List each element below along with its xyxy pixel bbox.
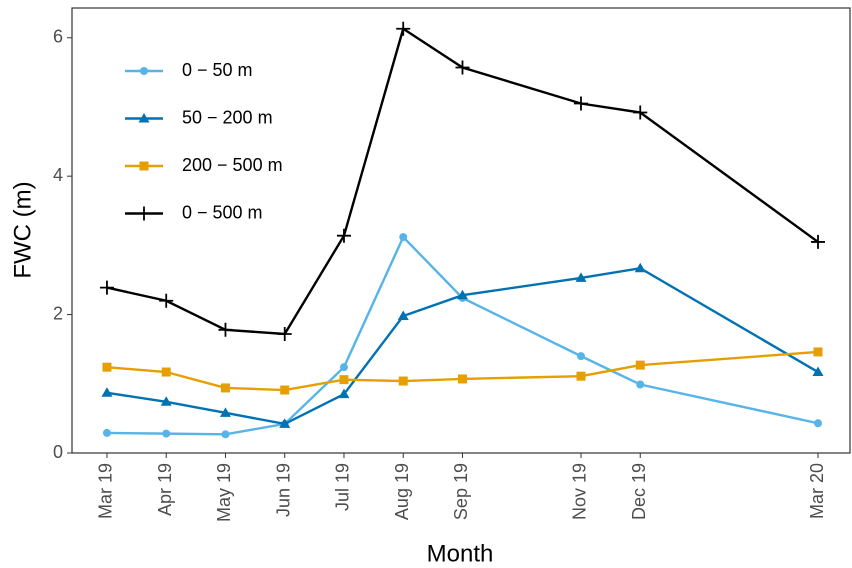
point [811,234,826,249]
point [101,387,113,397]
point [633,105,648,120]
y-tick-label: 0 [53,442,63,462]
x-tick-label: Nov 19 [570,463,590,520]
point [137,206,151,221]
point [398,376,408,386]
x-tick-label: Apr 19 [155,463,175,516]
point [139,161,149,171]
point [456,289,468,300]
point [160,396,172,406]
point [221,430,230,439]
point [99,280,114,295]
point [455,60,470,75]
x-tick-label: May 19 [214,463,234,522]
point [399,233,408,242]
point [396,21,411,36]
point [277,326,292,341]
legend-label: 0 − 50 m [182,60,253,80]
panel [71,7,851,454]
point [636,380,645,389]
point [102,428,111,437]
y-tick-label: 4 [53,165,63,185]
x-tick-label: Dec 19 [629,463,649,520]
point [813,347,823,357]
x-tick-label: Jul 19 [333,463,353,511]
point [575,272,587,282]
point [812,366,824,377]
series-line [106,26,819,336]
point [397,310,409,320]
point [576,352,585,361]
point [576,371,586,381]
point [279,418,291,428]
point [336,228,351,243]
y-tick-label: 2 [53,303,63,323]
point [573,96,588,111]
x-tick-label: Sep 19 [451,463,471,520]
series-line [106,234,819,436]
x-tick-label: Jun 19 [273,463,293,517]
point [220,383,230,393]
point [457,374,467,384]
series-line [106,266,819,426]
y-tick-label: 6 [53,27,63,47]
y-axis-label: FWC (m) [9,181,36,278]
point [635,360,645,370]
point [162,429,171,438]
point [634,262,646,273]
point [338,388,350,399]
x-tick-label: Aug 19 [392,463,412,520]
point [280,385,290,395]
x-tick-label: Mar 19 [96,463,116,519]
x-tick-label: Mar 20 [807,463,827,519]
point [161,367,171,377]
point [219,407,231,417]
series-line [106,350,819,392]
point [339,375,349,385]
point [138,113,150,123]
point [218,322,233,337]
legend-label: 50 − 200 m [182,107,273,127]
point [140,67,148,75]
legend-label: 200 − 500 m [182,155,283,175]
point [814,419,823,428]
point [102,362,112,372]
legend-label: 0 − 500 m [182,202,263,222]
point [339,363,348,372]
x-axis-label: Month [427,540,494,567]
point [159,293,174,308]
